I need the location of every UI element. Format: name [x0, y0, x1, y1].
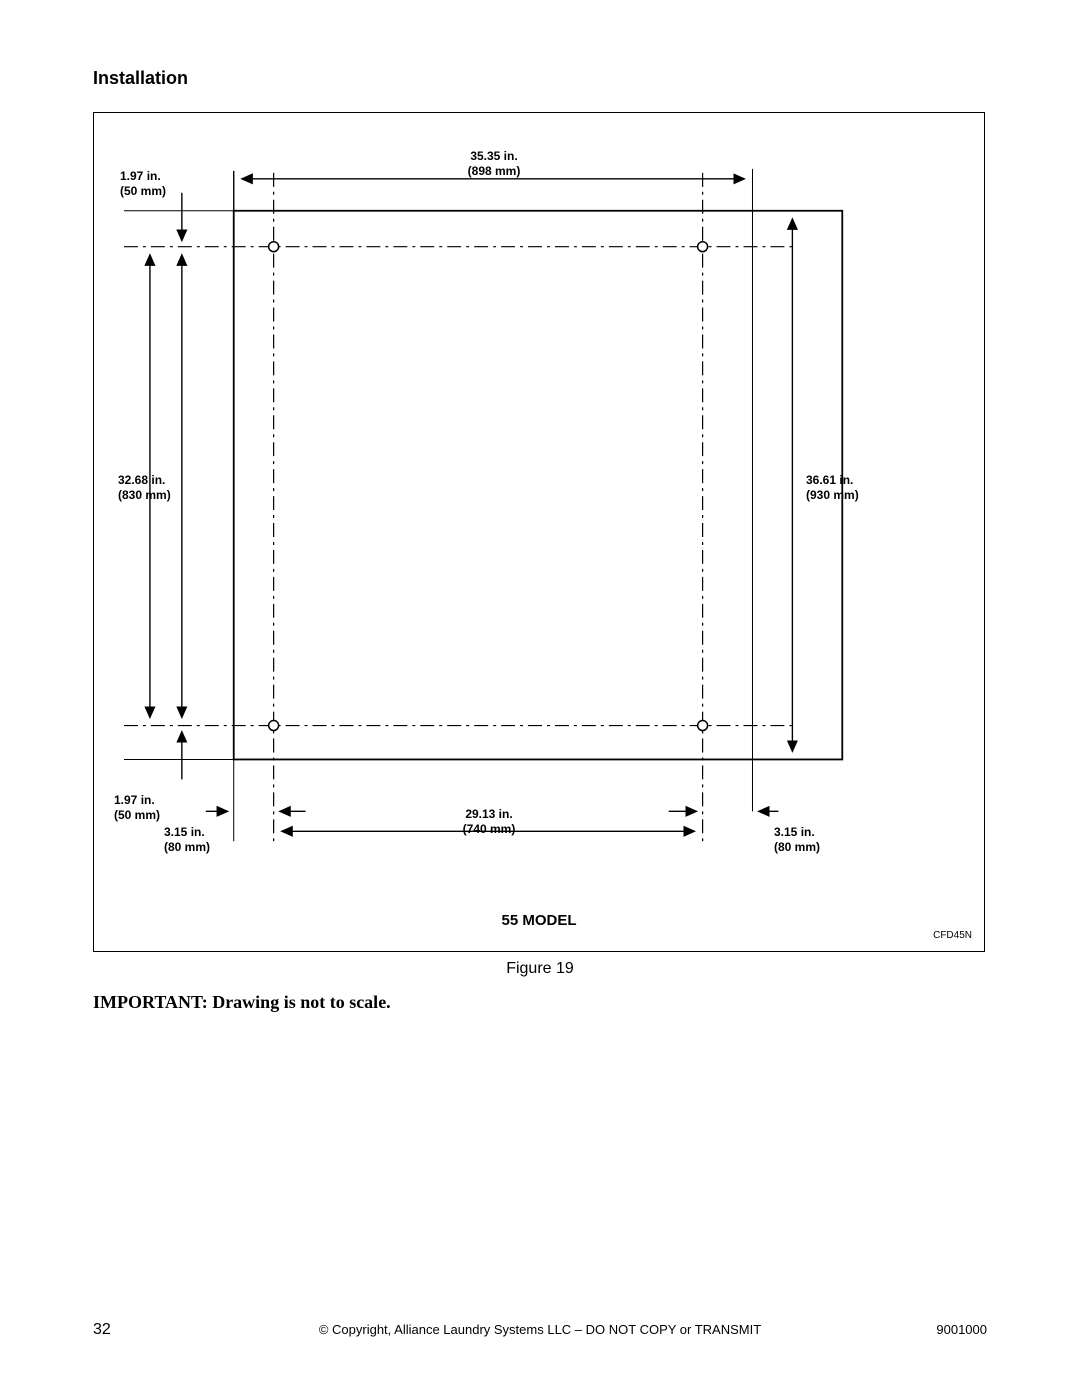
dim-bottom-left-offset: 1.97 in. (50 mm) — [114, 793, 160, 823]
dim-top-left-offset: 1.97 in. (50 mm) — [120, 169, 166, 199]
bolt-holes — [269, 242, 708, 731]
footer-page-number: 32 — [93, 1321, 111, 1339]
dim-bottom-width: 29.13 in. (740 mm) — [463, 807, 516, 837]
dim-bottom-inset-left: 3.15 in. (80 mm) — [164, 825, 210, 855]
dim-bottom-inset-right: 3.15 in. (80 mm) — [774, 825, 820, 855]
model-label: 55 MODEL — [501, 912, 576, 929]
figure-caption: Figure 19 — [506, 960, 574, 978]
centerlines — [124, 173, 792, 841]
dim-right-height: 36.61 in. (930 mm) — [806, 473, 859, 503]
page-title: Installation — [93, 68, 188, 89]
base-outline — [234, 211, 843, 760]
footer-doc-number: 9001000 — [936, 1322, 987, 1337]
figure-frame: 1.97 in. (50 mm) 35.35 in. (898 mm) 32.6… — [93, 112, 985, 952]
drawing-code: CFD45N — [933, 930, 972, 941]
dim-left-height: 32.68 in. (830 mm) — [118, 473, 171, 503]
dim-top-width: 35.35 in. (898 mm) — [468, 149, 521, 179]
technical-drawing — [94, 113, 984, 951]
important-note: IMPORTANT: Drawing is not to scale. — [93, 992, 391, 1013]
dimension-lines — [124, 169, 832, 841]
footer-copyright: © Copyright, Alliance Laundry Systems LL… — [319, 1322, 761, 1337]
